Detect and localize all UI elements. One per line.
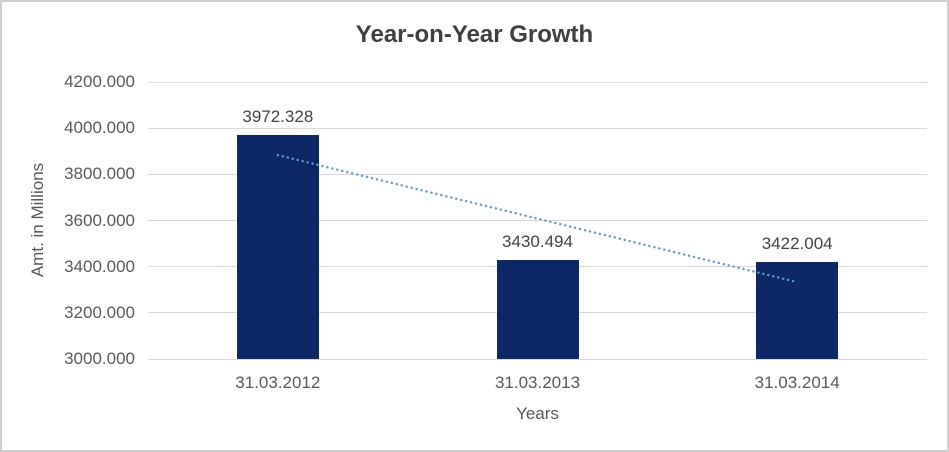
gridline [148, 81, 927, 83]
data-label: 3972.328 [242, 106, 314, 126]
x-tick-label: 31.03.2013 [494, 373, 581, 392]
y-tick-label: 4200.000 [64, 72, 135, 91]
x-tick-label: 31.03.2012 [235, 373, 321, 392]
gridline [148, 358, 927, 360]
gridline [148, 127, 927, 129]
x-tick-label: 31.03.2014 [754, 373, 840, 392]
y-tick-label: 3800.000 [64, 164, 135, 184]
data-label: 3422.004 [761, 233, 833, 253]
y-tick-label: 3200.000 [64, 302, 135, 322]
chart-title: Year-on-Year Growth [355, 21, 594, 48]
bar-31.03.2014 [756, 261, 839, 359]
y-tick-label: 3600.000 [64, 210, 135, 230]
y-tick-label: 3400.000 [64, 256, 135, 276]
x-axis-title: Years [516, 404, 559, 423]
y-tick-label: 4000.000 [64, 118, 135, 138]
bar-31.03.2012 [236, 134, 319, 359]
data-label: 3430.494 [502, 231, 573, 251]
y-tick-label: 3000.000 [64, 349, 135, 368]
bar-31.03.2013 [496, 259, 579, 359]
